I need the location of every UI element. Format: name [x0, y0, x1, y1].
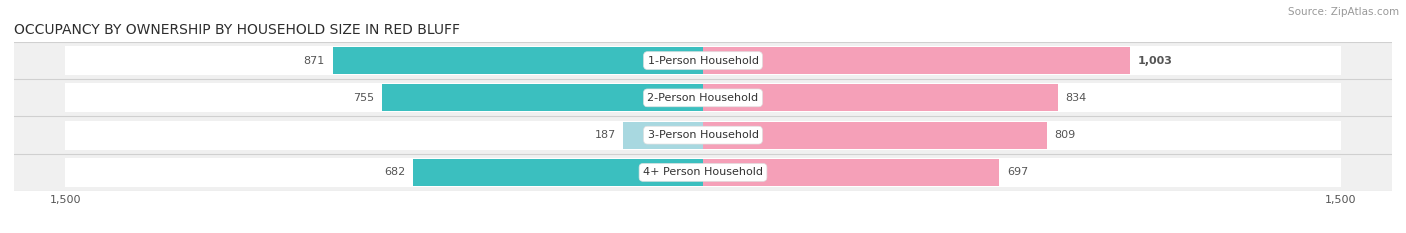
Text: Source: ZipAtlas.com: Source: ZipAtlas.com: [1288, 7, 1399, 17]
Text: 187: 187: [595, 130, 616, 140]
Text: 1,003: 1,003: [1137, 56, 1173, 65]
Bar: [14, 154, 1392, 191]
Bar: [382, 84, 703, 111]
Bar: [65, 83, 1341, 112]
Text: OCCUPANCY BY OWNERSHIP BY HOUSEHOLD SIZE IN RED BLUFF: OCCUPANCY BY OWNERSHIP BY HOUSEHOLD SIZE…: [14, 23, 460, 37]
Text: 3-Person Household: 3-Person Household: [648, 130, 758, 140]
Text: 809: 809: [1054, 130, 1076, 140]
Text: 834: 834: [1066, 93, 1087, 103]
Bar: [14, 79, 1392, 116]
Text: 697: 697: [1007, 168, 1028, 177]
Text: 682: 682: [384, 168, 405, 177]
Text: 2-Person Household: 2-Person Household: [647, 93, 759, 103]
Bar: [14, 116, 1392, 154]
Bar: [65, 158, 1341, 187]
Bar: [703, 122, 1047, 149]
Bar: [65, 46, 1341, 75]
Bar: [703, 159, 1000, 186]
Bar: [333, 47, 703, 74]
Bar: [14, 42, 1392, 79]
Text: 871: 871: [304, 56, 325, 65]
Bar: [413, 159, 703, 186]
Text: 4+ Person Household: 4+ Person Household: [643, 168, 763, 177]
Bar: [703, 47, 1129, 74]
Bar: [623, 122, 703, 149]
Text: 1-Person Household: 1-Person Household: [648, 56, 758, 65]
Bar: [65, 121, 1341, 150]
Text: 755: 755: [353, 93, 374, 103]
Bar: [703, 84, 1057, 111]
